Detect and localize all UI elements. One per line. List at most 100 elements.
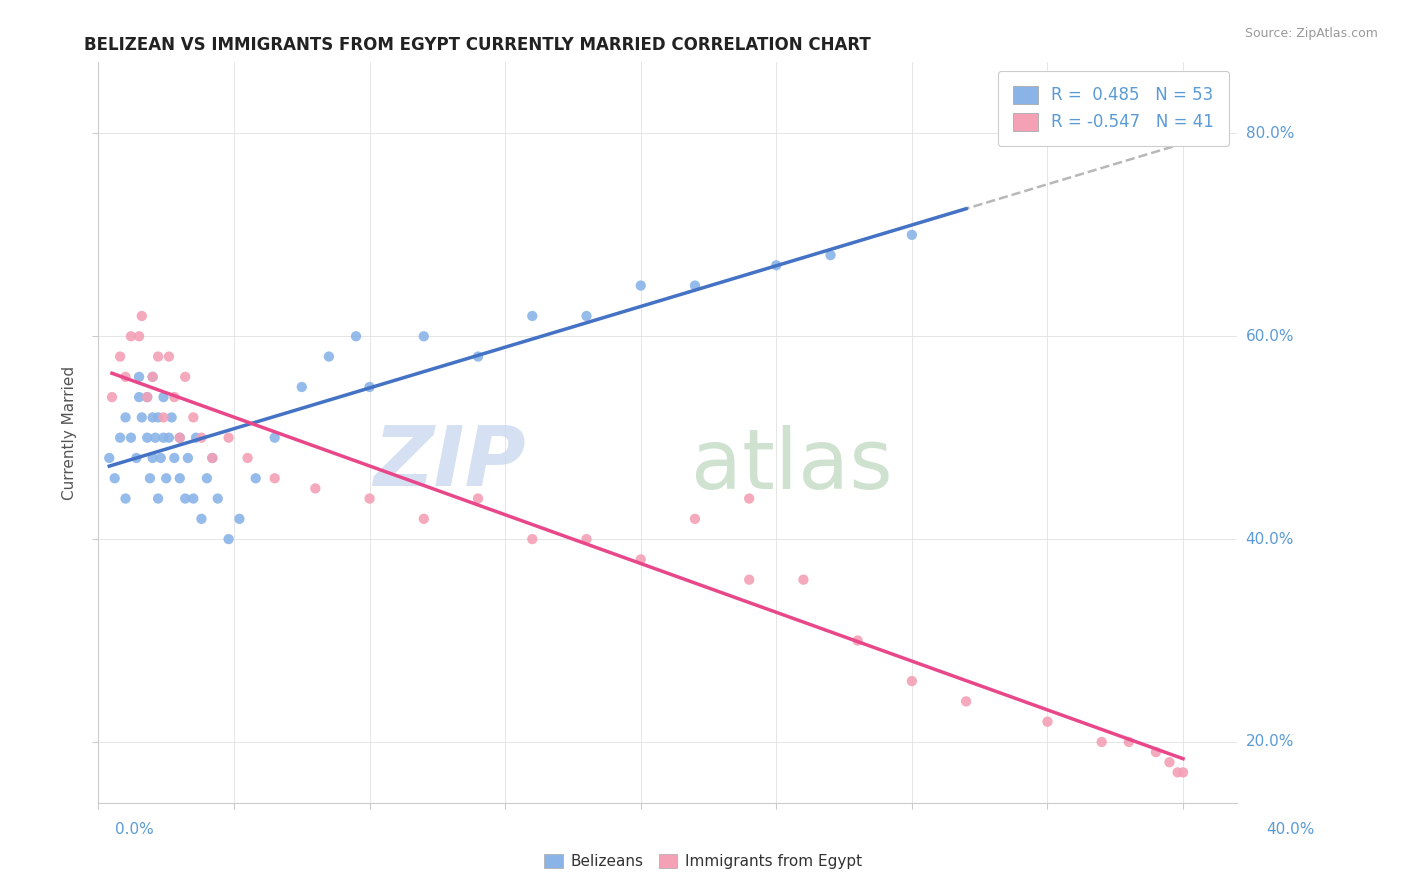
Point bbox=[318, 350, 340, 364]
Point bbox=[142, 410, 165, 425]
Point bbox=[131, 309, 153, 323]
Point bbox=[174, 491, 197, 506]
Point bbox=[575, 309, 598, 323]
Point bbox=[120, 431, 142, 445]
Point bbox=[245, 471, 267, 485]
Text: BELIZEAN VS IMMIGRANTS FROM EGYPT CURRENTLY MARRIED CORRELATION CHART: BELIZEAN VS IMMIGRANTS FROM EGYPT CURREN… bbox=[84, 36, 872, 54]
Point bbox=[344, 329, 367, 343]
Point bbox=[304, 482, 326, 496]
Point bbox=[128, 390, 150, 404]
Text: 20.0%: 20.0% bbox=[1246, 734, 1294, 749]
Point bbox=[157, 350, 180, 364]
Point bbox=[152, 390, 174, 404]
Point bbox=[163, 390, 186, 404]
Point bbox=[139, 471, 162, 485]
Point bbox=[1036, 714, 1059, 729]
Point bbox=[108, 350, 131, 364]
Point bbox=[575, 532, 598, 546]
Text: atlas: atlas bbox=[690, 425, 893, 507]
Point bbox=[114, 491, 136, 506]
Point bbox=[467, 491, 489, 506]
Text: 60.0%: 60.0% bbox=[1246, 329, 1294, 343]
Point bbox=[263, 471, 285, 485]
Point bbox=[901, 674, 924, 689]
Point bbox=[195, 471, 218, 485]
Point bbox=[412, 329, 434, 343]
Point bbox=[136, 431, 159, 445]
Point bbox=[1144, 745, 1167, 759]
Point bbox=[152, 431, 174, 445]
Point bbox=[263, 431, 285, 445]
Point bbox=[163, 450, 186, 465]
Point bbox=[177, 450, 200, 465]
Point bbox=[359, 491, 381, 506]
Point bbox=[846, 633, 869, 648]
Point bbox=[683, 278, 706, 293]
Point bbox=[359, 380, 381, 394]
Text: 80.0%: 80.0% bbox=[1246, 126, 1294, 141]
Point bbox=[207, 491, 229, 506]
Point bbox=[630, 552, 652, 566]
Point bbox=[146, 491, 169, 506]
Point bbox=[128, 369, 150, 384]
Point bbox=[101, 390, 124, 404]
Point bbox=[683, 512, 706, 526]
Point bbox=[174, 369, 197, 384]
Point bbox=[738, 491, 761, 506]
Point bbox=[146, 350, 169, 364]
Y-axis label: Currently Married: Currently Married bbox=[62, 366, 77, 500]
Point bbox=[145, 431, 167, 445]
Point bbox=[291, 380, 314, 394]
Point bbox=[184, 431, 207, 445]
Point bbox=[412, 512, 434, 526]
Point bbox=[1159, 756, 1181, 770]
Point bbox=[201, 450, 224, 465]
Point bbox=[160, 410, 183, 425]
Point bbox=[522, 532, 544, 546]
Point bbox=[190, 431, 212, 445]
Point bbox=[228, 512, 250, 526]
Point bbox=[142, 369, 165, 384]
Point bbox=[955, 694, 977, 708]
Point bbox=[1167, 765, 1189, 780]
Point bbox=[114, 369, 136, 384]
Point bbox=[152, 410, 174, 425]
Point bbox=[820, 248, 842, 262]
Text: Source: ZipAtlas.com: Source: ZipAtlas.com bbox=[1244, 27, 1378, 40]
Text: 0.0%: 0.0% bbox=[115, 822, 155, 837]
Point bbox=[183, 491, 205, 506]
Point bbox=[108, 431, 131, 445]
Point bbox=[183, 410, 205, 425]
Point bbox=[149, 450, 172, 465]
Point bbox=[155, 471, 177, 485]
Point bbox=[236, 450, 259, 465]
Point bbox=[201, 450, 224, 465]
Point bbox=[218, 532, 240, 546]
Point bbox=[1091, 735, 1114, 749]
Point bbox=[169, 431, 191, 445]
Point bbox=[467, 350, 489, 364]
Point bbox=[114, 410, 136, 425]
Point bbox=[901, 227, 924, 242]
Text: ZIP: ZIP bbox=[373, 422, 526, 503]
Point bbox=[792, 573, 814, 587]
Point bbox=[128, 329, 150, 343]
Point bbox=[142, 369, 165, 384]
Point bbox=[157, 431, 180, 445]
Point bbox=[218, 431, 240, 445]
Text: 40.0%: 40.0% bbox=[1246, 532, 1294, 547]
Point bbox=[1118, 735, 1140, 749]
Point bbox=[146, 410, 169, 425]
Text: 40.0%: 40.0% bbox=[1267, 822, 1315, 837]
Point bbox=[169, 431, 191, 445]
Legend: Belizeans, Immigrants from Egypt: Belizeans, Immigrants from Egypt bbox=[538, 848, 868, 875]
Point bbox=[142, 450, 165, 465]
Point bbox=[98, 450, 121, 465]
Point bbox=[120, 329, 142, 343]
Point bbox=[190, 512, 212, 526]
Point bbox=[125, 450, 148, 465]
Legend: R =  0.485   N = 53, R = -0.547   N = 41: R = 0.485 N = 53, R = -0.547 N = 41 bbox=[998, 70, 1229, 146]
Point bbox=[630, 278, 652, 293]
Point bbox=[104, 471, 127, 485]
Point bbox=[136, 390, 159, 404]
